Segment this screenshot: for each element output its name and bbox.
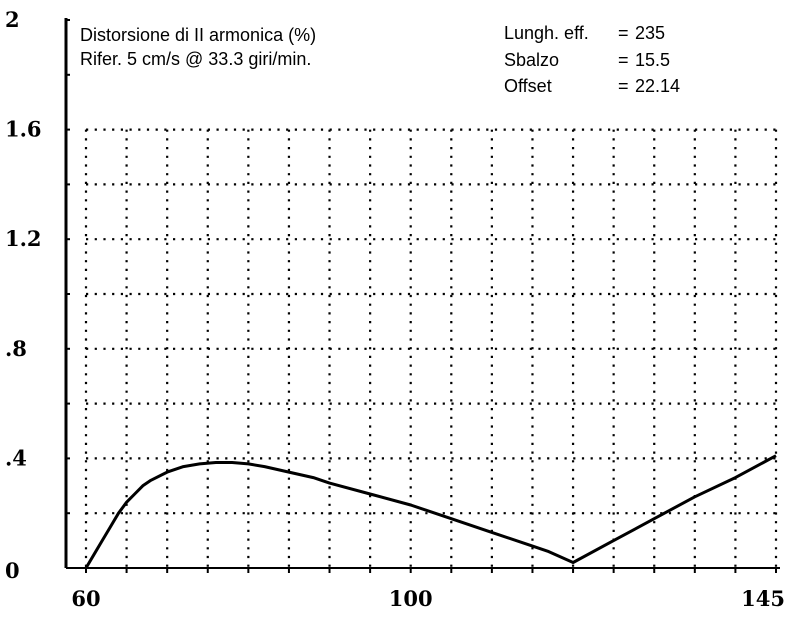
x-tick-label: 60 bbox=[71, 586, 100, 611]
y-tick-label: 1.6 bbox=[5, 117, 42, 142]
param-sep-offset: = bbox=[618, 76, 629, 96]
y-tick-label: 1.2 bbox=[5, 226, 42, 251]
param-value-lungh: 235 bbox=[635, 23, 665, 43]
x-tick-label: 145 bbox=[741, 586, 785, 611]
param-label-offset: Offset bbox=[504, 76, 552, 96]
x-tick-labels: 60 100 145 bbox=[71, 586, 785, 611]
grid-lines bbox=[84, 128, 778, 568]
x-tick-label: 100 bbox=[389, 586, 433, 611]
param-label-sbalzo: Sbalzo bbox=[504, 50, 559, 70]
title-line-1: Distorsione di II armonica (%) bbox=[80, 25, 316, 45]
tick-marks bbox=[66, 19, 777, 573]
param-sep-sbalzo: = bbox=[618, 50, 629, 70]
title-block: Distorsione di II armonica (%) Rifer. 5 … bbox=[80, 25, 316, 69]
param-value-sbalzo: 15.5 bbox=[635, 50, 670, 70]
series-line-1 bbox=[84, 454, 777, 569]
title-line-2: Rifer. 5 cm/s @ 33.3 giri/min. bbox=[80, 49, 311, 69]
param-sep-lungh: = bbox=[618, 23, 629, 43]
parameter-block: Lungh. eff. = 235 Sbalzo = 15.5 Offset =… bbox=[504, 23, 680, 96]
series-layer bbox=[84, 454, 777, 569]
y-tick-label: .4 bbox=[5, 445, 27, 470]
param-value-offset: 22.14 bbox=[635, 76, 680, 96]
y-tick-labels: 0 .4 .8 1.2 1.6 2 bbox=[5, 7, 42, 583]
param-label-lungh: Lungh. eff. bbox=[504, 23, 589, 43]
y-tick-label: 2 bbox=[5, 7, 20, 32]
y-tick-label: 0 bbox=[5, 558, 20, 583]
y-tick-label: .8 bbox=[5, 336, 27, 361]
